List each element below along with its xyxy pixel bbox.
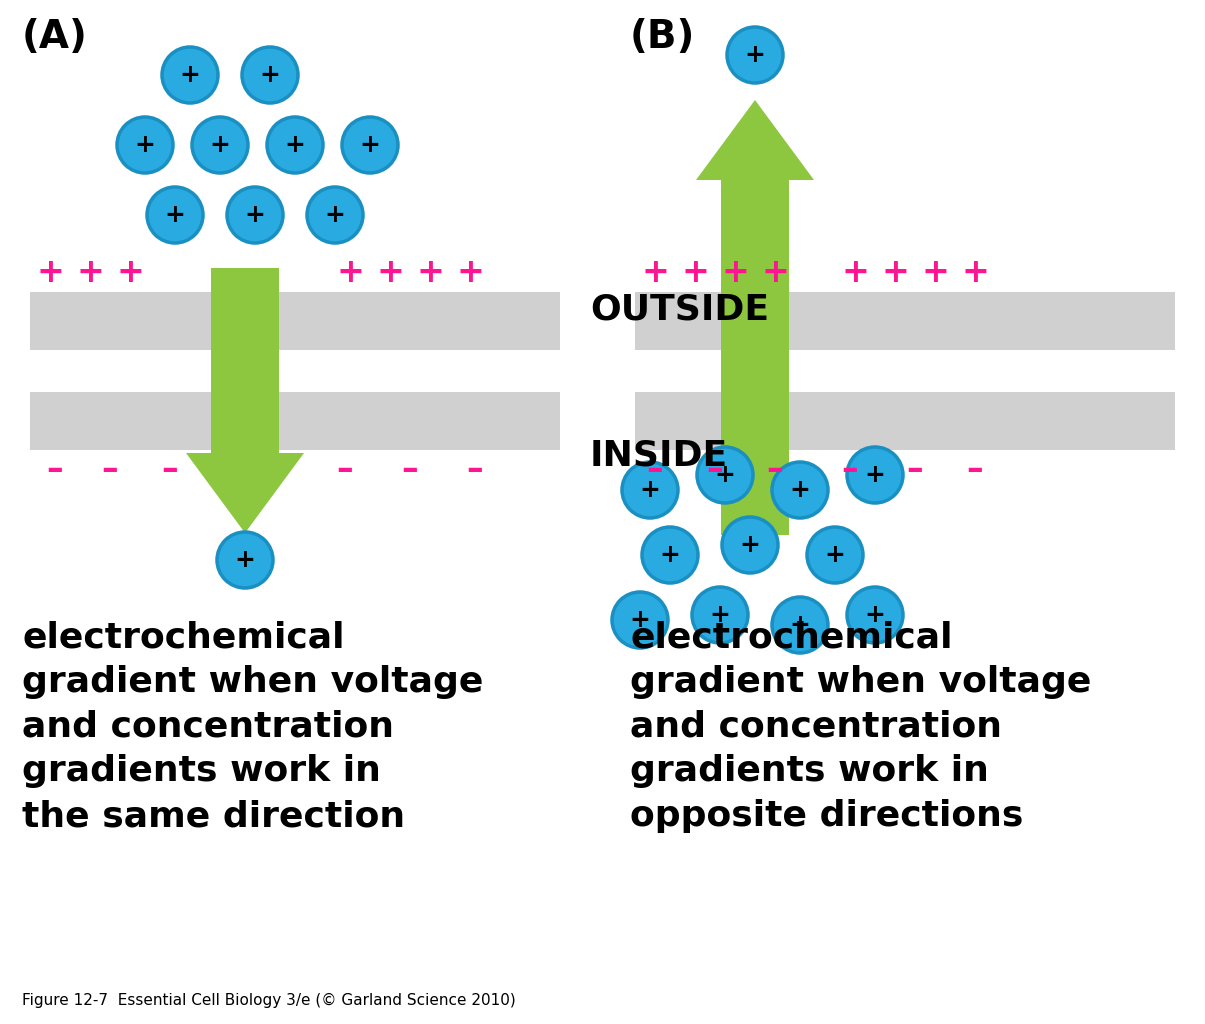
Text: +: + [165,203,186,227]
Text: +: + [864,603,886,627]
Circle shape [692,587,748,643]
Text: –: – [401,454,418,486]
Text: –: – [966,454,983,486]
Circle shape [722,517,778,573]
Text: +: + [745,43,765,67]
Bar [30,292,560,350]
Circle shape [847,587,903,643]
Circle shape [242,47,298,103]
Text: +: + [789,613,811,637]
Text: +: + [681,256,709,289]
Circle shape [342,117,398,173]
Text: +: + [841,256,869,289]
Bar [635,392,1175,450]
Circle shape [161,47,218,103]
Text: –: – [101,454,118,486]
Text: +: + [210,133,230,157]
Text: electrochemical
gradient when voltage
and concentration
gradients work in
opposi: electrochemical gradient when voltage an… [630,620,1092,834]
Circle shape [227,187,283,243]
Circle shape [307,187,363,243]
Text: +: + [629,608,651,632]
Text: +: + [116,256,143,289]
Text: +: + [921,256,950,289]
Text: +: + [762,256,789,289]
Circle shape [147,187,202,243]
Circle shape [847,447,903,503]
Circle shape [217,532,274,588]
Text: –: – [336,454,353,486]
Bar [635,292,1175,350]
Text: +: + [36,256,64,289]
Text: electrochemical
gradient when voltage
and concentration
gradients work in
the sa: electrochemical gradient when voltage an… [22,620,483,834]
Text: +: + [881,256,909,289]
Text: –: – [766,454,783,486]
Text: +: + [416,256,443,289]
Text: +: + [259,63,281,87]
Text: INSIDE: INSIDE [590,438,728,472]
Circle shape [622,462,678,518]
Circle shape [727,27,783,83]
Text: –: – [161,454,178,486]
Circle shape [117,117,174,173]
Circle shape [807,527,863,583]
Polygon shape [696,100,815,535]
Circle shape [772,462,828,518]
Text: +: + [721,256,750,289]
Text: –: – [706,454,723,486]
Text: Figure 12-7  Essential Cell Biology 3/e (© Garland Science 2010): Figure 12-7 Essential Cell Biology 3/e (… [22,993,516,1008]
Text: +: + [135,133,155,157]
Text: +: + [245,203,265,227]
Circle shape [612,592,668,648]
Text: +: + [336,256,364,289]
Text: +: + [789,478,811,502]
Circle shape [192,117,248,173]
Text: –: – [466,454,483,486]
Text: (B): (B) [630,18,695,56]
Text: (A): (A) [22,18,88,56]
Text: +: + [962,256,989,289]
Polygon shape [186,268,304,534]
Text: OUTSIDE: OUTSIDE [590,293,769,327]
Text: +: + [640,478,660,502]
Text: +: + [235,548,255,572]
Text: –: – [647,454,663,486]
Text: –: – [47,454,64,486]
Text: +: + [824,543,846,567]
Text: +: + [864,463,886,487]
Circle shape [772,597,828,653]
Circle shape [696,447,753,503]
Text: +: + [180,63,200,87]
Text: +: + [284,133,305,157]
Text: +: + [715,463,735,487]
Text: +: + [455,256,484,289]
Circle shape [268,117,323,173]
Text: +: + [641,256,669,289]
Bar [30,392,560,450]
Text: –: – [841,454,858,486]
Circle shape [642,527,698,583]
Text: +: + [376,256,404,289]
Text: +: + [659,543,681,567]
Text: +: + [76,256,104,289]
Text: +: + [710,603,730,627]
Text: +: + [740,534,760,557]
Text: +: + [324,203,346,227]
Text: –: – [906,454,923,486]
Text: +: + [359,133,381,157]
